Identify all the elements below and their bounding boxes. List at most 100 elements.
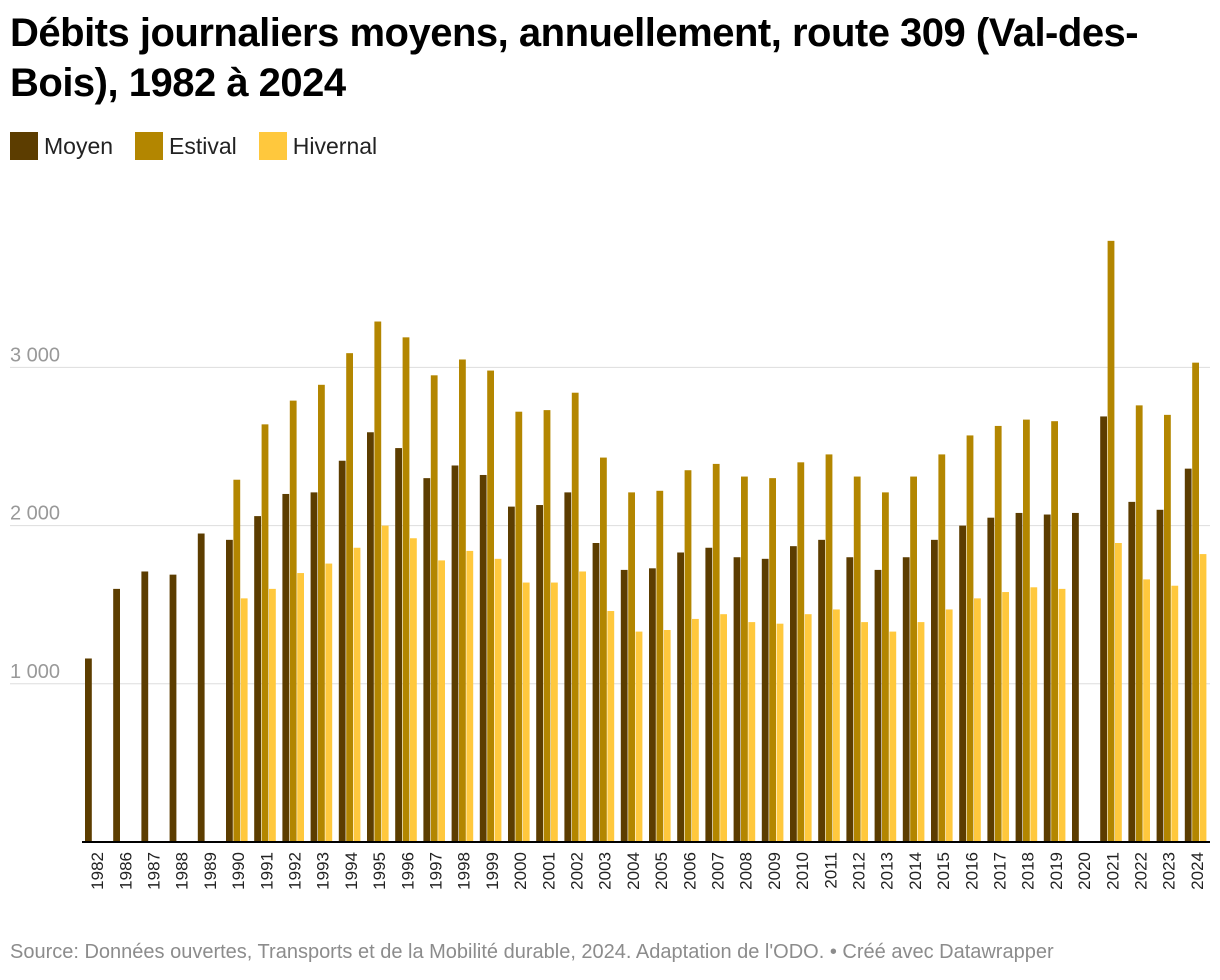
bar-estival-2002 bbox=[571, 392, 579, 842]
bar-moyen-2022 bbox=[1128, 501, 1136, 842]
bar-hivernal-2014 bbox=[917, 622, 925, 842]
x-tick-label-2009: 2009 bbox=[765, 852, 784, 890]
bar-moyen-1982 bbox=[85, 658, 92, 842]
bar-moyen-1993 bbox=[310, 492, 318, 842]
bar-estival-2017 bbox=[994, 425, 1002, 842]
bar-hivernal-2018 bbox=[1030, 587, 1038, 842]
y-tick-label: 2 000 bbox=[10, 503, 60, 525]
bar-estival-2011 bbox=[825, 454, 833, 842]
bar-estival-2010 bbox=[797, 462, 805, 842]
bar-estival-2005 bbox=[656, 490, 664, 842]
x-tick-label-2008: 2008 bbox=[737, 852, 756, 890]
x-tick-label-1995: 1995 bbox=[370, 852, 389, 890]
bar-estival-2004 bbox=[628, 492, 635, 842]
x-tick-label-2011: 2011 bbox=[821, 852, 840, 889]
bar-estival-2003 bbox=[600, 457, 607, 842]
bar-estival-2014 bbox=[910, 476, 917, 842]
bar-moyen-1989 bbox=[197, 533, 205, 842]
bar-estival-2006 bbox=[684, 470, 692, 842]
x-tick-label-2024: 2024 bbox=[1188, 852, 1207, 890]
legend-label-moyen: Moyen bbox=[44, 132, 114, 159]
x-tick-label-1990: 1990 bbox=[229, 852, 248, 890]
x-tick-label-2005: 2005 bbox=[652, 852, 671, 890]
bar-moyen-1997 bbox=[423, 478, 431, 842]
bar-estival-2015 bbox=[938, 454, 946, 842]
bar-moyen-2020 bbox=[1072, 512, 1079, 842]
legend-swatch-moyen bbox=[10, 132, 38, 160]
bar-estival-2012 bbox=[853, 476, 861, 842]
bar-hivernal-2006 bbox=[692, 618, 699, 842]
bar-moyen-1990 bbox=[226, 539, 233, 842]
bar-moyen-1996 bbox=[395, 448, 402, 842]
bar-estival-1992 bbox=[289, 400, 297, 842]
bar-moyen-2005 bbox=[649, 568, 656, 842]
bar-estival-2009 bbox=[769, 478, 776, 842]
bar-hivernal-1990 bbox=[240, 598, 248, 842]
bar-estival-1995 bbox=[374, 321, 382, 843]
bar-hivernal-1996 bbox=[410, 538, 417, 842]
bar-moyen-2002 bbox=[564, 492, 572, 842]
x-tick-label-2013: 2013 bbox=[878, 852, 897, 890]
bar-moyen-2024 bbox=[1184, 468, 1192, 842]
bar-estival-1991 bbox=[261, 424, 269, 842]
y-tick-label: 1 000 bbox=[10, 661, 60, 683]
legend-item-moyen: Moyen bbox=[10, 132, 113, 160]
bar-moyen-2012 bbox=[846, 557, 854, 842]
x-tick-label-1982: 1982 bbox=[88, 852, 107, 890]
x-tick-label-2006: 2006 bbox=[680, 852, 699, 890]
bar-hivernal-2002 bbox=[579, 571, 586, 842]
bar-moyen-2016 bbox=[959, 525, 966, 842]
bar-estival-1998 bbox=[459, 359, 466, 842]
x-tick-label-2007: 2007 bbox=[709, 852, 728, 890]
bar-moyen-2017 bbox=[987, 517, 995, 842]
bar-hivernal-1993 bbox=[325, 563, 333, 842]
bar-moyen-1994 bbox=[338, 460, 346, 842]
bar-moyen-2013 bbox=[874, 569, 882, 842]
bar-hivernal-1997 bbox=[438, 560, 445, 842]
bar-hivernal-2024 bbox=[1199, 554, 1207, 842]
bar-estival-1997 bbox=[430, 375, 438, 842]
x-tick-label-1992: 1992 bbox=[286, 852, 305, 890]
bar-estival-2021 bbox=[1107, 240, 1115, 843]
x-tick-label-2015: 2015 bbox=[934, 852, 953, 890]
bar-moyen-1988 bbox=[169, 574, 177, 842]
bar-hivernal-1995 bbox=[381, 525, 389, 842]
bar-hivernal-2008 bbox=[748, 622, 756, 842]
bar-estival-2018 bbox=[1023, 419, 1030, 842]
x-tick-label-1986: 1986 bbox=[116, 852, 135, 890]
x-tick-label-2023: 2023 bbox=[1160, 852, 1179, 890]
legend-item-hivernal: Hivernal bbox=[258, 132, 377, 160]
bar-hivernal-2007 bbox=[720, 614, 727, 842]
bar-hivernal-2019 bbox=[1058, 588, 1066, 842]
legend-swatch-estival bbox=[135, 132, 164, 160]
bar-moyen-2004 bbox=[620, 569, 628, 842]
bar-estival-2000 bbox=[515, 411, 523, 842]
bar-estival-2022 bbox=[1135, 405, 1143, 842]
bar-hivernal-2021 bbox=[1115, 543, 1122, 842]
bar-hivernal-2012 bbox=[861, 622, 868, 842]
bar-estival-2016 bbox=[966, 435, 974, 842]
source-note: Source: Données ouvertes, Transports et … bbox=[10, 941, 1054, 963]
x-tick-label-2022: 2022 bbox=[1132, 852, 1151, 890]
x-tick-label-2016: 2016 bbox=[962, 852, 981, 890]
bar-moyen-1992 bbox=[282, 493, 290, 842]
x-tick-label-1998: 1998 bbox=[455, 852, 474, 890]
bar-hivernal-2005 bbox=[663, 630, 671, 842]
bar-hivernal-1992 bbox=[297, 573, 304, 842]
bar-hivernal-2013 bbox=[889, 631, 897, 842]
bar-hivernal-1998 bbox=[466, 550, 474, 842]
x-tick-label-2003: 2003 bbox=[596, 852, 615, 890]
bar-moyen-2023 bbox=[1156, 509, 1164, 842]
bar-hivernal-2015 bbox=[945, 609, 953, 842]
bar-moyen-2001 bbox=[536, 505, 543, 842]
bar-moyen-2021 bbox=[1100, 416, 1107, 842]
bar-hivernal-2016 bbox=[974, 598, 981, 842]
bar-moyen-1991 bbox=[254, 516, 261, 842]
bar-moyen-1995 bbox=[367, 432, 374, 842]
bar-hivernal-2009 bbox=[776, 623, 784, 842]
x-tick-label-2004: 2004 bbox=[624, 852, 643, 890]
x-tick-label-1987: 1987 bbox=[145, 852, 164, 890]
x-tick-label-2017: 2017 bbox=[991, 852, 1010, 890]
bar-moyen-1987 bbox=[141, 571, 149, 842]
